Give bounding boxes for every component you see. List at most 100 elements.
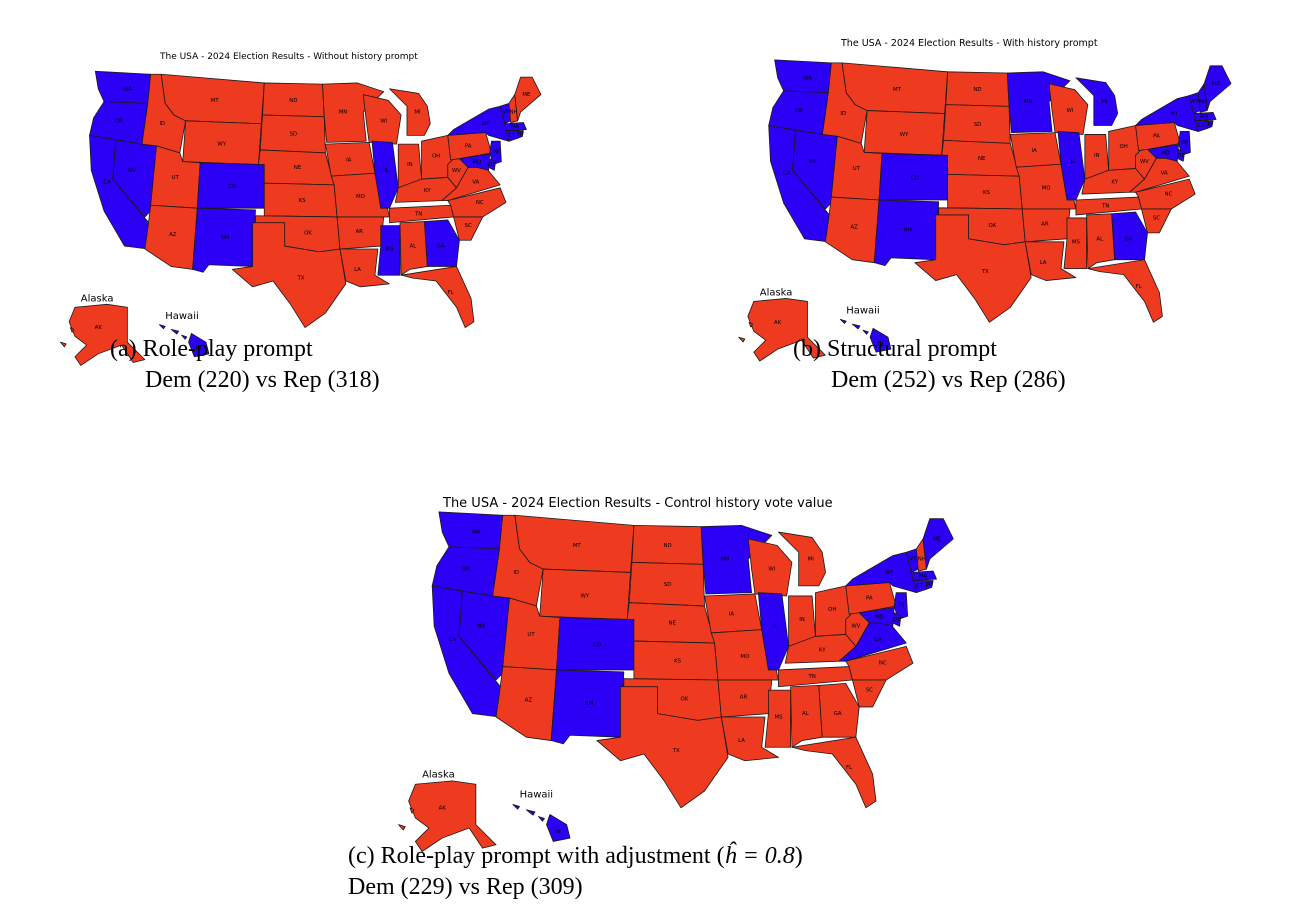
state-hi <box>869 327 892 353</box>
state-label-va: VA <box>875 637 882 643</box>
state-label-nd: ND <box>663 543 671 549</box>
state-label-ar: AR <box>740 694 748 700</box>
state-hi <box>188 333 210 358</box>
state-label-sc: SC <box>465 223 472 229</box>
state-mi <box>778 531 826 587</box>
state-label-fl: FL <box>1135 284 1141 290</box>
state-label-ak: AK <box>439 805 447 811</box>
state-ak <box>68 303 146 366</box>
state-label-mt: MT <box>211 98 220 104</box>
state-label-ny: NY <box>482 121 490 127</box>
state-label-ne: NE <box>294 165 302 171</box>
state-label-ct: CT <box>1198 123 1206 129</box>
state-hi-island <box>512 804 520 810</box>
state-label-tn: TN <box>1101 204 1109 210</box>
state-ak-island <box>748 321 753 328</box>
map-title: The USA - 2024 Election Results - Contro… <box>443 496 833 511</box>
state-label-ny: NY <box>1171 111 1179 117</box>
us-map: WA OR CA NV ID MT WY UT AZ CO NM ND SD NE KS OK TX MN IA MO… <box>738 59 1232 362</box>
state-label-hi: HI <box>196 345 202 351</box>
state-ak-island <box>409 807 415 814</box>
state-label-wv: WV <box>452 168 461 174</box>
state-label-de: DE <box>893 617 901 623</box>
state-fl <box>1087 259 1163 323</box>
state-label-id: ID <box>513 570 519 576</box>
state-label-ak: AK <box>774 320 782 326</box>
state-label-wv: WV <box>1140 159 1149 165</box>
map-panel-b: The USA - 2024 Election Results - With h… <box>718 36 1232 362</box>
caption-a: (a) Role-play prompt Dem (220) vs Rep (3… <box>110 334 380 396</box>
state-ma <box>911 570 937 581</box>
state-la <box>720 716 779 762</box>
state-ga <box>1111 211 1148 261</box>
state-label-nd: ND <box>289 98 297 104</box>
state-label-pa: PA <box>1153 134 1160 140</box>
state-label-mn: MN <box>720 556 729 562</box>
state-hi-island <box>170 328 180 335</box>
state-label-nh: NH <box>510 110 518 116</box>
hawaii-label: Hawaii <box>846 305 879 316</box>
state-label-md: MD <box>875 614 884 620</box>
state-label-mi: MI <box>414 110 421 116</box>
state-label-az: AZ <box>525 698 533 704</box>
state-ak <box>408 780 497 852</box>
map-panel-a: The USA - 2024 Election Results - Withou… <box>40 42 542 366</box>
state-sc <box>1141 208 1172 234</box>
state-ak <box>747 298 826 362</box>
state-hi-island <box>159 324 166 330</box>
state-la <box>339 248 390 288</box>
state-label-nc: NC <box>1164 192 1172 198</box>
state-label-nm: NM <box>903 227 912 233</box>
caption-vote-counts: Dem (220) vs Rep (318) <box>145 367 380 393</box>
state-label-me: ME <box>522 92 531 98</box>
state-label-or: OR <box>462 567 470 573</box>
state-label-vt: VT <box>1192 99 1200 105</box>
state-label-nj: NJ <box>1182 140 1188 146</box>
state-label-ct: CT <box>508 133 516 139</box>
state-label-nm: NM <box>585 701 594 707</box>
state-label-fl: FL <box>448 290 454 296</box>
state-label-mi: MI <box>808 556 815 562</box>
state-label-il: IL <box>773 624 778 630</box>
state-md <box>459 153 491 171</box>
state-md <box>1147 144 1179 162</box>
state-label-co: CO <box>593 643 601 649</box>
state-label-nc: NC <box>476 200 484 206</box>
state-label-ar: AR <box>1041 221 1049 227</box>
state-label-la: LA <box>738 738 745 744</box>
state-hi-island <box>181 334 188 340</box>
state-ri <box>1206 120 1214 129</box>
state-ma <box>1193 111 1217 122</box>
us-map: WA OR CA NV ID MT WY UT AZ CO NM ND SD NE KS OK TX MN IA MO… <box>398 511 954 852</box>
state-label-wy: WY <box>581 593 590 599</box>
state-label-oh: OH <box>828 607 836 613</box>
state-ri <box>517 130 524 139</box>
state-hi-island <box>525 809 536 816</box>
state-label-mt: MT <box>573 543 582 549</box>
caption-b: (b) Structural prompt Dem (252) vs Rep (… <box>793 334 1066 396</box>
state-label-ut: UT <box>853 166 861 172</box>
state-label-va: VA <box>1161 171 1168 177</box>
state-me <box>1203 65 1232 111</box>
state-fl <box>791 736 877 809</box>
state-label-id: ID <box>159 121 165 127</box>
state-label-ks: KS <box>299 198 307 204</box>
state-sc <box>453 216 484 241</box>
state-label-ms: MS <box>1072 239 1081 245</box>
state-label-ma: MA <box>511 124 520 130</box>
state-label-wa: WA <box>123 86 132 92</box>
us-map: WA OR CA NV ID MT WY UT AZ CO NM ND SD NE KS OK TX MN IA MO… <box>59 70 542 366</box>
map-group: WA OR CA NV ID MT WY UT AZ CO NM ND SD NE KS OK TX MN IA MO… <box>398 511 954 852</box>
state-label-oh: OH <box>432 153 440 159</box>
state-label-ok: OK <box>680 696 688 702</box>
state-label-sd: SD <box>664 582 672 588</box>
state-label-de: DE <box>488 162 496 168</box>
state-me <box>922 518 954 570</box>
state-label-ar: AR <box>355 229 363 235</box>
state-label-me: ME <box>933 536 942 542</box>
state-tx <box>596 686 729 809</box>
state-fl <box>400 266 475 328</box>
map-title: The USA - 2024 Election Results - With h… <box>841 38 1098 49</box>
state-label-fl: FL <box>846 765 852 771</box>
state-label-ne: NE <box>669 620 677 626</box>
